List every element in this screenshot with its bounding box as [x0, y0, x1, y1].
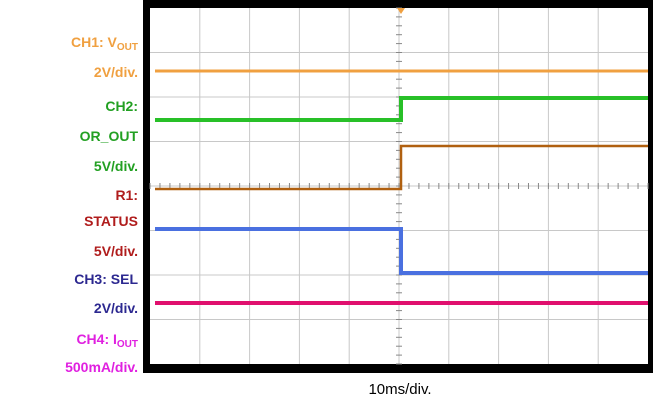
label-subscript: OUT: [117, 42, 138, 53]
label-text: OR_OUT: [80, 128, 139, 144]
ch3-trace: [155, 227, 648, 275]
channel-label: 5V/div.: [94, 158, 138, 174]
channel-label: CH4: IOUT: [76, 331, 138, 350]
label-text: 2V/div.: [94, 300, 138, 316]
label-subscript: OUT: [117, 339, 138, 350]
channel-label: R1:: [115, 187, 138, 203]
time-scale-label: 10ms/div.: [368, 381, 431, 398]
channel-label: STATUS: [84, 213, 138, 229]
label-text: CH1: V: [71, 34, 118, 50]
label-text: R1:: [115, 187, 138, 203]
channel-label: CH3: SEL: [74, 271, 138, 287]
channel-label: CH1: VOUT: [71, 34, 138, 53]
label-text: STATUS: [84, 213, 138, 229]
channel-label: 500mA/div.: [65, 359, 138, 375]
label-text: 5V/div.: [94, 158, 138, 174]
trigger-marker: [397, 8, 405, 14]
ch2-trace: [155, 96, 648, 122]
channel-label: 2V/div.: [94, 64, 138, 80]
channel-label: OR_OUT: [80, 128, 139, 144]
label-text: 5V/div.: [94, 243, 138, 259]
label-text: CH2:: [105, 98, 138, 114]
label-text: CH3: SEL: [74, 271, 138, 287]
channel-label: 2V/div.: [94, 300, 138, 316]
channel-label: CH2:: [105, 98, 138, 114]
label-text: CH4: I: [76, 331, 116, 347]
label-text: 500mA/div.: [65, 359, 138, 375]
label-text: 2V/div.: [94, 64, 138, 80]
channel-label: 5V/div.: [94, 243, 138, 259]
r1-trace: [155, 144, 648, 191]
